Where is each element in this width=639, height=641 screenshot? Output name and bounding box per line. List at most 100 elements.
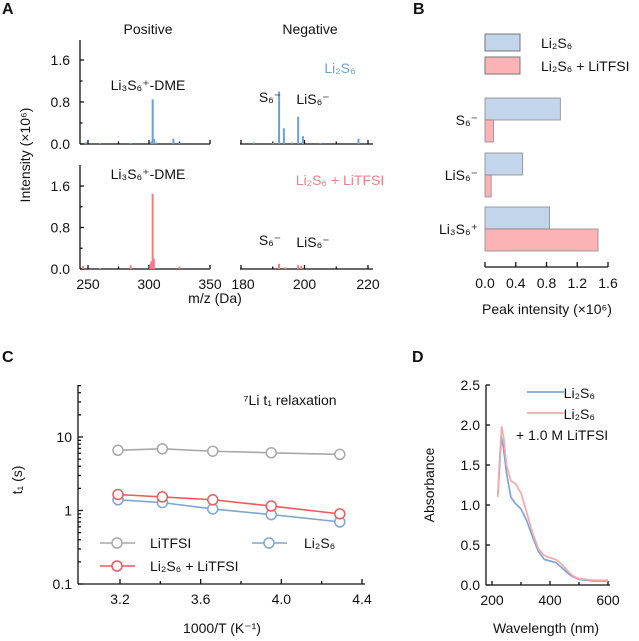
y-tick-label: 1.6 <box>51 178 71 194</box>
y-tick-label: 2.5 <box>461 377 481 393</box>
legend-label: Li₂S₆ <box>541 35 572 51</box>
column-title-positive: Positive <box>123 21 172 37</box>
x-tick-label-negative: 220 <box>356 276 380 292</box>
legend-label-line2: + 1.0 M LiTFSI <box>516 427 608 443</box>
x-tick-label: 0.4 <box>506 275 526 291</box>
y-tick-label: 1 <box>64 503 72 519</box>
data-point <box>112 444 124 457</box>
spectrum-peak-positive <box>150 261 153 269</box>
y-tick-label: 2.0 <box>461 417 481 433</box>
data-point <box>207 494 219 506</box>
data-point <box>334 508 346 520</box>
bar <box>484 152 524 176</box>
panel-a-mass-spectra: Positive Negative Intensity (×10⁶) m/z (Da)… <box>17 21 384 306</box>
data-point <box>334 448 346 461</box>
spectrum-peak-negative <box>290 142 293 144</box>
y-tick-label: 0.8 <box>51 220 71 236</box>
spectrum-peak-negative <box>271 142 274 144</box>
y-tick-label: 0.0 <box>51 136 71 152</box>
x-tick-label: 3.2 <box>110 591 130 607</box>
panel-d-absorbance-plot: 0.0 0.5 1.0 1.5 2.0 2.5 200 400 600 Absorbance Wav… <box>421 377 620 636</box>
legend-swatch <box>484 33 521 52</box>
spectrum-peak-negative <box>278 91 281 144</box>
x-axis-label: 1000/T (K⁻¹) <box>183 620 261 636</box>
legend-marker <box>263 537 275 549</box>
bar <box>484 228 599 252</box>
peak-label-s6: S₆⁻ <box>259 89 281 105</box>
x-tick-label: 400 <box>538 592 562 608</box>
spectrum-peak-positive <box>178 266 181 269</box>
legend-label: Li₂S₆ <box>564 406 595 422</box>
y-tick-label: 0.0 <box>51 261 71 277</box>
peak-label-positive: Li₃S₆⁺-DME <box>111 77 186 93</box>
peak-label-positive: Li₃S₆⁺-DME <box>111 166 186 182</box>
category-label: LiS₆⁻ <box>445 167 478 183</box>
data-point <box>112 488 124 501</box>
x-tick-label: 0.0 <box>475 275 495 291</box>
column-title-negative: Negative <box>282 21 337 37</box>
spectrum-peak-positive <box>150 141 153 144</box>
spectrum-peak-positive <box>155 142 158 144</box>
x-axis-label: Peak intensity (×10⁶) <box>482 301 612 317</box>
y-axis-label: Absorbance <box>421 447 437 522</box>
spectrum-peak-negative <box>297 265 300 269</box>
spectrum-peak-negative <box>297 116 300 144</box>
panel-label-b: B <box>413 1 425 18</box>
spectrum-peak-negative <box>278 263 281 269</box>
y-axis-label: t₁ (s) <box>9 466 25 495</box>
x-tick-label-positive: 300 <box>137 276 161 292</box>
spectrum-peak-positive <box>129 265 132 269</box>
x-axis-label: m/z (Da) <box>188 290 242 306</box>
spectrum-peak-negative <box>282 128 285 144</box>
x-tick-label-positive: 350 <box>198 276 222 292</box>
spectrum-peak-positive <box>99 142 102 144</box>
y-axis-label: Intensity (×10⁶) <box>17 108 33 203</box>
x-tick-label: 600 <box>596 592 620 608</box>
y-tick-label: 0.8 <box>51 94 71 110</box>
spectrum-peak-positive <box>151 193 154 269</box>
spectrum-peak-positive <box>151 99 154 144</box>
x-tick-label: 3.6 <box>191 591 211 607</box>
series-label: Li₂S₆ + LiTFSI <box>296 172 385 188</box>
legend-label: Li₂S₆ + LiTFSI <box>150 558 239 574</box>
data-point <box>156 443 169 455</box>
panel-b-bar-chart: Li₂S₆ Li₂S₆ + LiTFSI S₆⁻ LiS₆⁻ Li₃S₆⁺ 0.0 0.4 0… <box>439 33 630 317</box>
category-label: S₆⁻ <box>456 112 478 128</box>
legend-label: Li₂S₆ <box>564 385 595 401</box>
peak-label-lis6: LiS₆⁻ <box>296 91 329 107</box>
spectrum-peak-positive <box>152 258 155 269</box>
spectrum-peak-positive <box>172 138 175 144</box>
y-tick-label: 1.5 <box>461 457 481 473</box>
x-tick-label: 0.8 <box>537 275 557 291</box>
spectrum-peak-negative <box>301 136 304 144</box>
absorbance-curve <box>496 425 608 582</box>
x-tick-label-negative: 200 <box>293 276 317 292</box>
bar <box>484 174 492 198</box>
legend-swatch <box>484 56 521 75</box>
x-tick-label: 1.6 <box>598 275 618 291</box>
spectrum-peak-positive <box>99 267 102 269</box>
spectrum-peak-positive <box>84 142 87 144</box>
spectrum-peak-positive <box>149 263 152 269</box>
y-tick-label: 1.0 <box>461 497 481 513</box>
legend-label: Li₂S₆ <box>304 535 335 551</box>
series-label: Li₂S₆ <box>324 60 355 76</box>
legend-marker <box>111 560 123 572</box>
y-tick-label: 0.0 <box>461 577 481 593</box>
spectrum-peak-positive <box>129 142 132 144</box>
bar <box>484 97 561 121</box>
legend-label: Li₂S₆ + LiTFSI <box>541 58 630 74</box>
data-point <box>207 445 219 457</box>
x-axis-label: Wavelength (nm) <box>493 620 599 636</box>
spectrum-peak-negative <box>252 142 255 144</box>
spectrum-peak-positive <box>152 138 155 144</box>
spectrum-peak-negative <box>300 265 303 269</box>
y-tick-label: 10 <box>56 429 72 445</box>
series-line <box>117 448 340 456</box>
data-point <box>156 491 169 503</box>
x-tick-label: 1.2 <box>568 275 588 291</box>
x-tick-label: 200 <box>480 592 504 608</box>
panel-c-relaxation-plot: 0.1 1 10 3.2 3.6 4.0 4.4 ⁷Li t₁ relaxation t₁ (s… <box>9 384 372 636</box>
panel-label-a: A <box>2 1 14 18</box>
